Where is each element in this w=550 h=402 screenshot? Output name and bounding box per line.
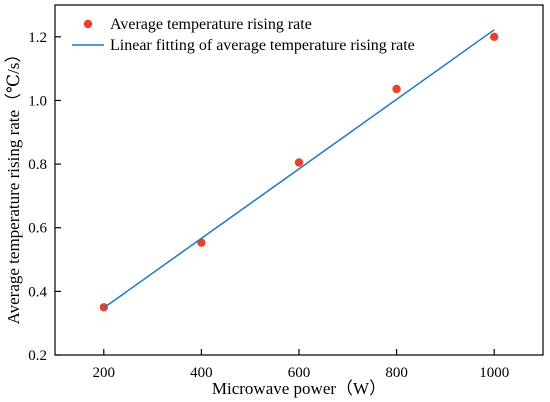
data-point [392,84,401,94]
y-tick-label: 1.0 [28,93,47,109]
x-axis-title: Microwave power（W） [212,379,386,398]
x-tick-label: 200 [93,365,116,381]
y-tick-label: 0.4 [28,284,47,300]
x-tick-label: 800 [385,365,408,381]
y-tick-label: 0.6 [28,221,47,237]
data-point [294,158,304,167]
legend-label: Linear fitting of average temperature ri… [110,37,415,54]
legend-point-symbol [83,19,93,29]
series-layer [99,29,499,312]
plot-frame [54,4,544,356]
y-tick-label: 0.2 [28,348,47,364]
x-tick-label: 600 [288,365,311,381]
y-tick-label: 1.2 [28,30,47,46]
x-tick-label: 1000 [479,365,509,381]
data-point [490,32,499,42]
y-tick-label: 0.8 [28,157,47,173]
x-axis: 200 400 600 800 1000 [93,349,509,381]
plot-area [54,4,544,356]
x-tick-label: 400 [190,365,213,381]
legend: Average temperature rising rate Linear fi… [72,16,415,54]
y-axis-title: Average temperature rising rate（℃/s） [4,46,23,325]
legend-label: Average temperature rising rate [110,16,312,33]
fit-line [103,29,495,309]
y-axis: 0.2 0.4 0.6 0.8 1.0 1.2 [28,30,61,364]
